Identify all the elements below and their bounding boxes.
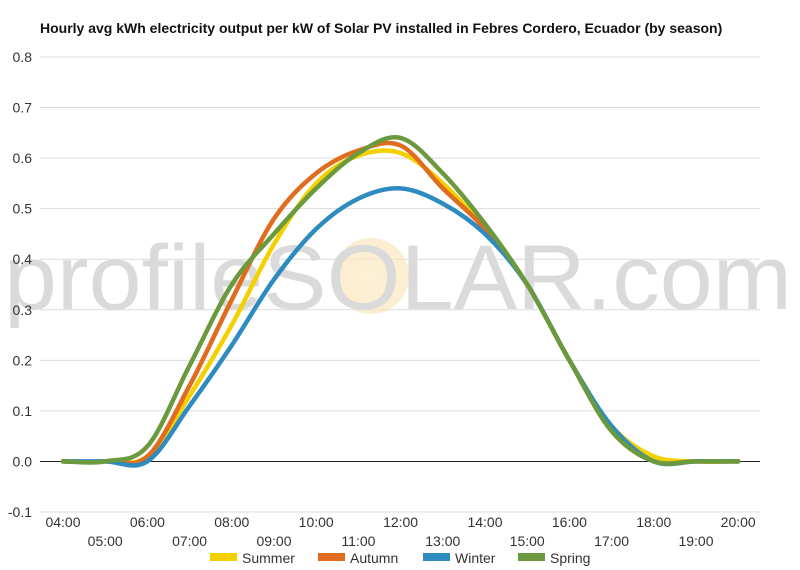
y-tick-label: 0.5 <box>13 201 33 217</box>
legend-swatch-summer <box>210 553 237 561</box>
x-tick-label: 18:00 <box>636 514 671 530</box>
y-tick-label: 0.0 <box>13 453 33 469</box>
x-tick-label: 09:00 <box>256 533 291 549</box>
x-tick-label: 05:00 <box>88 533 123 549</box>
legend-swatch-autumn <box>318 553 345 561</box>
x-tick-label: 17:00 <box>594 533 629 549</box>
watermark-sun-icon <box>333 238 409 314</box>
watermark: profileSOLAR.com <box>4 227 792 329</box>
y-tick-label: 0.1 <box>13 403 33 419</box>
series-line-spring <box>60 134 741 466</box>
legend-swatch-winter <box>423 553 450 561</box>
y-tick-label: 0.2 <box>13 352 33 368</box>
y-tick-label: 0.8 <box>13 49 33 65</box>
series-lines <box>60 134 741 468</box>
x-axis-ticks: 04:00 05:00 06:00 07:00 08:00 09:00 10:00 11:00… <box>45 514 755 549</box>
x-tick-label: 06:00 <box>130 514 165 530</box>
x-tick-label: 10:00 <box>299 514 334 530</box>
y-axis-ticks: -0.1 0.0 0.1 0.2 0.3 0.4 0.5 0.6 0.7 0.8 <box>8 49 32 520</box>
x-tick-label: 15:00 <box>510 533 545 549</box>
x-tick-label: 07:00 <box>172 533 207 549</box>
watermark-text: profileSOLAR.com <box>4 227 792 329</box>
y-tick-label: 0.6 <box>13 150 33 166</box>
x-tick-label: 16:00 <box>552 514 587 530</box>
x-tick-label: 04:00 <box>45 514 80 530</box>
x-tick-label: 14:00 <box>467 514 502 530</box>
chart-title: Hourly avg kWh electricity output per kW… <box>40 20 722 36</box>
y-tick-label: 0.7 <box>13 100 33 116</box>
x-tick-label: 19:00 <box>678 533 713 549</box>
y-tick-label: -0.1 <box>8 504 32 520</box>
y-tick-label: 0.3 <box>13 302 33 318</box>
legend-label-spring: Spring <box>550 550 590 566</box>
legend-label-autumn: Autumn <box>350 550 398 566</box>
x-tick-label: 08:00 <box>214 514 249 530</box>
x-tick-label: 11:00 <box>341 533 375 549</box>
x-tick-label: 20:00 <box>721 514 756 530</box>
x-tick-label: 13:00 <box>425 533 460 549</box>
x-tick-label: 12:00 <box>383 514 418 530</box>
y-tick-label: 0.4 <box>13 251 33 267</box>
legend: Summer Autumn Winter Spring <box>210 550 590 566</box>
legend-label-summer: Summer <box>242 550 295 566</box>
legend-label-winter: Winter <box>455 550 496 566</box>
legend-swatch-spring <box>518 553 545 561</box>
series-line-winter <box>60 186 741 468</box>
